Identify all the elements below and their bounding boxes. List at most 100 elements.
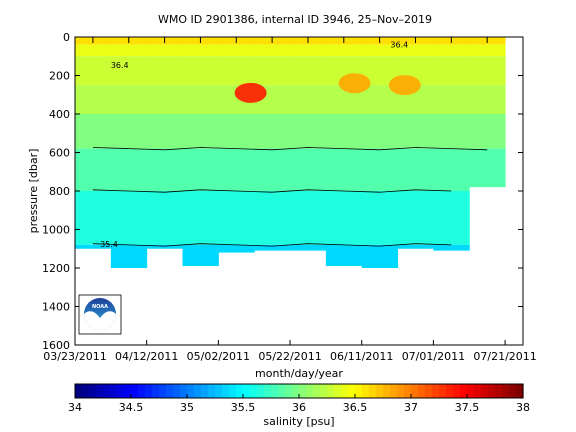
colorbar-segment [327,384,335,398]
colorbar-segment [166,384,174,398]
colorbar-segment [383,384,391,398]
colorbar: 34 34.5 35 35.5 36 36.5 37 37.5 38 [68,383,530,414]
salinity-cell [254,148,291,191]
colorbar-segment [474,384,482,398]
colorbar-segment [320,384,328,398]
salinity-cell [325,44,363,57]
salinity-cell [182,148,219,191]
colorbar-segment [362,384,370,398]
chart-title: WMO ID 2901386, internal ID 3946, 25–Nov… [158,13,432,26]
salinity-cell [469,56,506,86]
y-tick-label: 1400 [42,301,70,314]
salinity-cell [433,44,470,57]
salinity-cell [325,244,363,267]
colorbar-tick-label: 35.5 [231,401,256,414]
colorbar-tick-label: 36.5 [343,401,368,414]
salinity-cell [469,148,506,188]
y-tick-label: 400 [49,108,70,121]
colorbar-segment [285,384,293,398]
salinity-cell [433,244,470,251]
salinity-cell [290,244,327,251]
salinity-cell [469,85,506,114]
contour-line [92,147,488,151]
colorbar-tick-label: 38 [516,401,530,414]
colorbar-segment [369,384,377,398]
colorbar-segment [271,384,279,398]
noaa-logo: NOAA [78,294,122,335]
salinity-cell [218,148,255,191]
salinity-cell [110,148,148,191]
salinity-cell [433,148,470,191]
high-salinity-patch [388,75,421,96]
colorbar-segment [411,384,419,398]
salinity-cell [361,244,399,268]
salinity-cell [146,56,184,86]
y-tick-label: 200 [49,70,70,83]
colorbar-segment [418,384,426,398]
salinity-cell [325,148,363,191]
colorbar-ticks: 34 34.5 35 35.5 36 36.5 37 37.5 38 [68,394,530,414]
colorbar-segment [75,384,83,398]
salinity-cell [397,44,434,57]
salinity-cell [218,56,255,86]
salinity-cell [218,114,255,149]
colorbar-segment [152,384,160,398]
salinity-cell [110,114,148,149]
salinity-cell [254,56,291,86]
salinity-cell [75,244,112,249]
salinity-cell [75,191,112,245]
colorbar-segment [453,384,461,398]
salinity-cell [290,191,327,245]
salinity-cell [361,44,399,57]
salinity-cell [397,114,434,149]
colorbar-segment [187,384,195,398]
colorbar-segment [502,384,510,398]
colorbar-segment [236,384,244,398]
x-tick-label: 04/12/2011 [115,350,178,363]
logo-text: NOAA [92,304,108,310]
colorbar-segment [481,384,489,398]
y-tick-label: 1000 [42,224,70,237]
salinity-cell [433,56,470,86]
salinity-cell [75,114,112,149]
colorbar-segment [432,384,440,398]
colorbar-tick-label: 37.5 [455,401,480,414]
colorbar-segment [159,384,167,398]
x-tick-label: 07/21/2011 [473,350,536,363]
salinity-cell [182,44,219,57]
colorbar-segment [390,384,398,398]
colorbar-segment [229,384,237,398]
colorbar-segment [299,384,307,398]
colorbar-tick-label: 35 [180,401,194,414]
salinity-cell [290,44,327,57]
colorbar-segment [145,384,153,398]
colorbar-segment [292,384,300,398]
colorbar-segment [201,384,209,398]
salinity-cell [146,44,184,57]
salinity-cell [325,191,363,245]
salinity-cell [254,114,291,149]
contour-lines [92,147,488,247]
colorbar-segment [110,384,118,398]
colorbar-segment [334,384,342,398]
salinity-cell [182,114,219,149]
salinity-cell [218,191,255,245]
salinity-cell [110,244,148,268]
salinity-cell [182,85,219,114]
colorbar-label: salinity [psu] [263,415,334,428]
salinity-cell [146,114,184,149]
y-axis: 0 200 400 600 800 1000 1200 1400 1600 [42,31,523,352]
x-tick-label: 05/22/2011 [258,350,321,363]
colorbar-segment [460,384,468,398]
contour-line [92,243,452,247]
colorbar-segment [376,384,384,398]
salinity-cell [254,44,291,57]
profile-tick-marks [92,37,488,43]
salinity-cell [290,85,327,114]
salinity-cell [397,148,434,191]
salinity-cell [182,191,219,245]
x-axis-label: month/day/year [255,367,343,380]
colorbar-segment [495,384,503,398]
colorbar-segment [488,384,496,398]
